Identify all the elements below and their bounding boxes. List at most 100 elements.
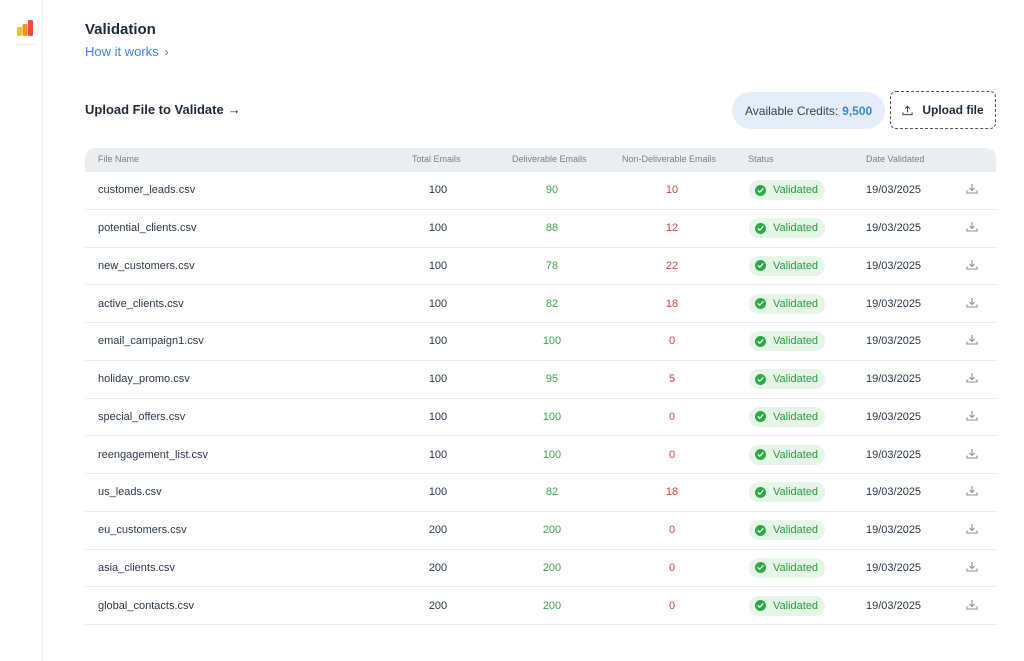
date-validated: 19/03/2025 bbox=[866, 259, 922, 272]
date-validated: 19/03/2025 bbox=[866, 524, 922, 537]
file-name: asia_clients.csv bbox=[98, 561, 176, 574]
file-name: holiday_promo.csv bbox=[98, 373, 190, 386]
check-circle-icon bbox=[755, 373, 766, 385]
total-emails: 100 bbox=[428, 259, 448, 272]
sidebar-divider bbox=[15, 44, 35, 45]
table-row: customer_leads.csv 100 90 10 Validated 19/03/… bbox=[85, 172, 996, 210]
deliverable-emails: 82 bbox=[545, 486, 559, 499]
total-emails: 100 bbox=[428, 222, 448, 235]
status-label: Validated bbox=[773, 599, 819, 612]
upload-file-label: Upload file bbox=[922, 103, 984, 117]
non-deliverable-emails: 0 bbox=[668, 599, 676, 612]
status-label: Validated bbox=[773, 259, 819, 272]
table-header: File Name Total Emails Deliverable Email… bbox=[85, 148, 996, 172]
deliverable-emails: 88 bbox=[545, 222, 559, 235]
download-icon bbox=[966, 373, 978, 383]
table-row: eu_customers.csv 200 200 0 Validated 19/03/20… bbox=[85, 512, 996, 550]
download-icon bbox=[966, 561, 978, 572]
download-button[interactable] bbox=[966, 523, 978, 538]
check-circle-icon bbox=[755, 260, 766, 272]
page-title: Validation bbox=[85, 21, 156, 38]
status-badge: Validated bbox=[749, 520, 826, 541]
deliverable-emails: 100 bbox=[542, 410, 562, 423]
total-emails: 100 bbox=[428, 410, 448, 423]
status-label: Validated bbox=[773, 486, 819, 499]
non-deliverable-emails: 0 bbox=[668, 410, 676, 423]
sidebar bbox=[0, 0, 43, 661]
status-label: Validated bbox=[773, 410, 819, 423]
file-name: active_clients.csv bbox=[98, 297, 184, 310]
total-emails: 100 bbox=[428, 448, 448, 461]
download-button[interactable] bbox=[966, 372, 978, 387]
download-button[interactable] bbox=[966, 296, 978, 311]
download-button[interactable] bbox=[966, 334, 978, 349]
check-circle-icon bbox=[755, 562, 766, 574]
table-row: asia_clients.csv 200 200 0 Validated 19/03/20… bbox=[85, 550, 996, 588]
date-validated: 19/03/2025 bbox=[866, 335, 922, 348]
status-badge: Validated bbox=[749, 293, 826, 314]
total-emails: 100 bbox=[428, 486, 448, 499]
upload-icon bbox=[902, 105, 913, 115]
table-body: customer_leads.csv 100 90 10 Validated 19/03/… bbox=[85, 172, 996, 625]
col-non-deliverable-emails: Non-Deliverable Emails bbox=[622, 154, 717, 164]
how-it-works-link[interactable]: How it works › bbox=[85, 44, 169, 59]
download-icon bbox=[966, 486, 978, 496]
download-button[interactable] bbox=[966, 258, 978, 273]
status-label: Validated bbox=[773, 373, 819, 386]
download-icon bbox=[966, 410, 978, 421]
deliverable-emails: 200 bbox=[542, 561, 562, 574]
date-validated: 19/03/2025 bbox=[866, 184, 922, 197]
status-label: Validated bbox=[773, 448, 819, 461]
date-validated: 19/03/2025 bbox=[866, 448, 922, 461]
deliverable-emails: 100 bbox=[542, 335, 562, 348]
check-circle-icon bbox=[755, 184, 766, 196]
download-icon bbox=[966, 448, 978, 459]
check-circle-icon bbox=[755, 600, 766, 612]
table-row: us_leads.csv 100 82 18 Validated 19/03/2025 bbox=[85, 474, 996, 512]
download-icon bbox=[966, 599, 978, 610]
download-icon bbox=[966, 222, 978, 232]
download-button[interactable] bbox=[966, 598, 978, 613]
file-name: us_leads.csv bbox=[98, 486, 162, 499]
table-row: special_offers.csv 100 100 0 Validated 19/03/… bbox=[85, 399, 996, 437]
status-badge: Validated bbox=[749, 180, 826, 201]
upload-heading-label: Upload File to Validate bbox=[85, 102, 224, 117]
file-name: global_contacts.csv bbox=[98, 599, 194, 612]
brand-logo-icon[interactable] bbox=[17, 20, 35, 36]
download-button[interactable] bbox=[966, 447, 978, 462]
non-deliverable-emails: 18 bbox=[665, 297, 679, 310]
date-validated: 19/03/2025 bbox=[866, 297, 922, 310]
status-badge: Validated bbox=[749, 406, 826, 427]
col-file-name: File Name bbox=[98, 154, 140, 164]
col-date-validated: Date Validated bbox=[866, 154, 925, 164]
download-button[interactable] bbox=[966, 183, 978, 198]
file-name: customer_leads.csv bbox=[98, 184, 196, 197]
date-validated: 19/03/2025 bbox=[866, 410, 922, 423]
upload-file-button[interactable]: Upload file bbox=[890, 91, 996, 129]
status-badge: Validated bbox=[749, 369, 826, 390]
file-name: potential_clients.csv bbox=[98, 222, 197, 235]
download-icon bbox=[966, 335, 978, 345]
status-badge: Validated bbox=[749, 557, 826, 578]
download-button[interactable] bbox=[966, 221, 978, 236]
download-button[interactable] bbox=[966, 485, 978, 500]
date-validated: 19/03/2025 bbox=[866, 599, 922, 612]
download-button[interactable] bbox=[966, 409, 978, 424]
non-deliverable-emails: 12 bbox=[665, 222, 679, 235]
non-deliverable-emails: 10 bbox=[665, 184, 679, 197]
non-deliverable-emails: 18 bbox=[665, 486, 679, 499]
download-button[interactable] bbox=[966, 560, 978, 575]
date-validated: 19/03/2025 bbox=[866, 373, 922, 386]
file-name: email_campaign1.csv bbox=[98, 335, 204, 348]
status-badge: Validated bbox=[749, 331, 826, 352]
table-row: reengagement_list.csv 100 100 0 Validated 19/… bbox=[85, 436, 996, 474]
check-circle-icon bbox=[755, 411, 766, 423]
download-icon bbox=[966, 524, 978, 534]
table-row: new_customers.csv 100 78 22 Validated 19/03/2… bbox=[85, 248, 996, 286]
file-name: special_offers.csv bbox=[98, 410, 186, 423]
status-label: Validated bbox=[773, 297, 819, 310]
table-row: active_clients.csv 100 82 18 Validated 19/03/… bbox=[85, 285, 996, 323]
total-emails: 200 bbox=[428, 599, 448, 612]
validation-table: File Name Total Emails Deliverable Email… bbox=[85, 148, 996, 625]
check-circle-icon bbox=[755, 335, 766, 347]
